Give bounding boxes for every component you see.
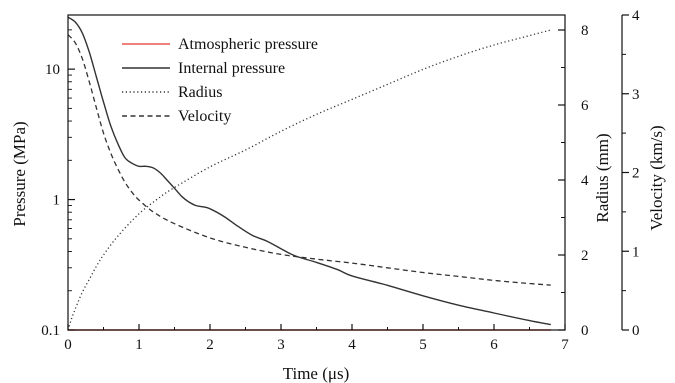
x-tick-label: 2	[206, 337, 214, 353]
y-axis-right-title: Radius (mm)	[593, 133, 612, 222]
x-tick-label: 6	[490, 337, 498, 353]
x-tick-label: 7	[561, 337, 569, 353]
x-tick-label: 4	[348, 337, 356, 353]
y-axis-left-title: Pressure (MPa)	[10, 121, 29, 226]
legend-label-internal-pressure: Internal pressure	[178, 60, 285, 77]
x-tick-label: 5	[419, 337, 427, 353]
x-tick-label: 1	[135, 337, 143, 353]
series-layer	[67, 16, 551, 331]
axes-layer: 0 1 2 3 4 5 6 7 0.1 1 10 0 2 4 6 8 0 1 2 3 4	[41, 8, 640, 353]
y-axis-right2-title: Velocity (km/s)	[647, 125, 666, 230]
x-axis-title: Time (μs)	[283, 364, 350, 383]
legend-label-atmospheric-pressure: Atmospheric pressure	[178, 36, 318, 53]
y-right-tick-label: 2	[581, 248, 589, 264]
y-right-tick-label: 8	[581, 23, 589, 39]
x-tick-label: 0	[64, 337, 72, 353]
legend-label-velocity: Velocity	[178, 108, 231, 125]
y-right2-tick-label: 3	[632, 87, 640, 103]
y-right2-tick-label: 1	[632, 244, 640, 260]
x-tick-label: 3	[277, 337, 285, 353]
legend: Atmospheric pressure Internal pressure Rad…	[122, 36, 318, 125]
y-right-tick-label: 4	[581, 173, 589, 189]
series-line-internal-pressure	[67, 16, 551, 326]
series-line-velocity	[67, 34, 551, 286]
plot-frame	[67, 14, 566, 331]
y-left-tick-label: 0.1	[41, 323, 60, 339]
legend-label-radius: Radius	[178, 84, 222, 101]
y-right2-tick-label: 2	[632, 166, 640, 182]
y-right-tick-label: 6	[581, 98, 589, 114]
y-left-tick-label: 1	[53, 193, 61, 209]
y-right-tick-label: 0	[581, 323, 589, 339]
y-right2-tick-label: 0	[632, 323, 640, 339]
y-right2-tick-label: 4	[632, 8, 640, 24]
series-line-radius	[67, 29, 551, 331]
y-left-tick-label: 10	[45, 62, 60, 78]
